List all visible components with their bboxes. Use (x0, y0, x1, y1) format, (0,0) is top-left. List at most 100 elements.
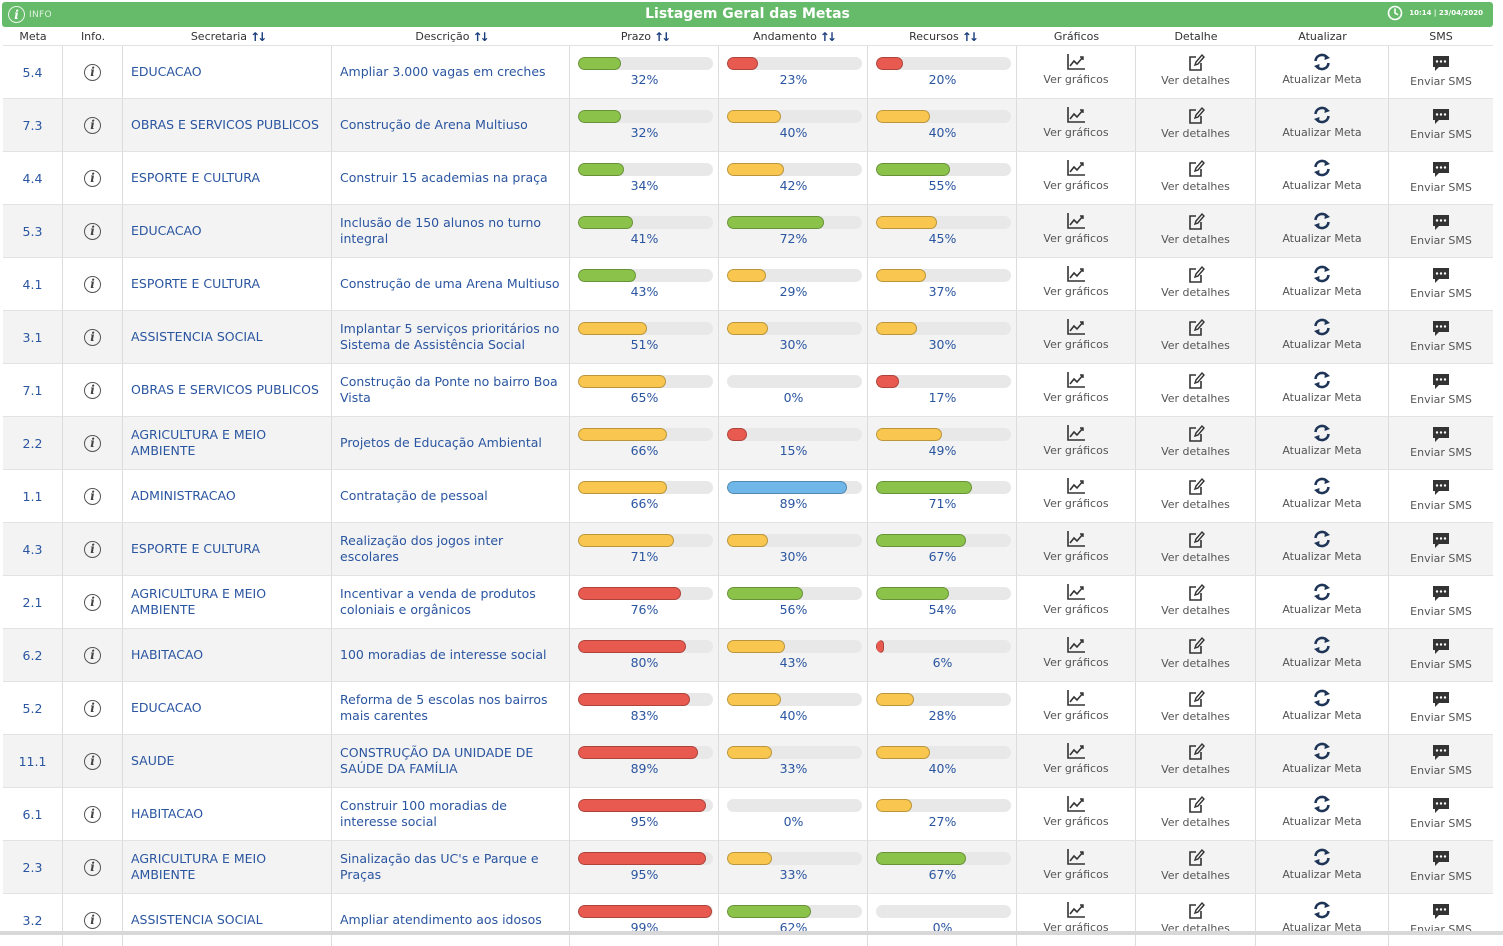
ver-detalhes-button[interactable]: Ver detalhes (1136, 53, 1255, 87)
enviar-sms-button[interactable]: Enviar SMS (1389, 159, 1493, 194)
info-icon[interactable]: i (84, 805, 101, 823)
atualizar-meta-button[interactable]: Atualizar Meta (1256, 583, 1388, 616)
enviar-sms-button[interactable]: Enviar SMS (1389, 795, 1493, 830)
enviar-sms-button[interactable]: Enviar SMS (1389, 318, 1493, 353)
info-badge[interactable]: i INFO (8, 4, 52, 25)
ver-detalhes-button[interactable]: Ver detalhes (1136, 477, 1255, 511)
info-icon[interactable]: i (84, 275, 101, 293)
ver-graficos-button[interactable]: Ver gráficos (1017, 530, 1135, 563)
ver-detalhes-button[interactable]: Ver detalhes (1136, 583, 1255, 617)
ver-detalhes-button[interactable]: Ver detalhes (1136, 159, 1255, 193)
ver-graficos-button[interactable]: Ver gráficos (1017, 53, 1135, 86)
atualizar-meta-button[interactable]: Atualizar Meta (1256, 742, 1388, 775)
ver-graficos-button[interactable]: Ver gráficos (1017, 689, 1135, 722)
ver-detalhes-button[interactable]: Ver detalhes (1136, 106, 1255, 140)
enviar-sms-button[interactable]: Enviar SMS (1389, 636, 1493, 671)
ver-graficos-button[interactable]: Ver gráficos (1017, 742, 1135, 775)
ver-graficos-button[interactable]: Ver gráficos (1017, 901, 1135, 934)
col-secretaria[interactable]: Secretaria ↑↓ (123, 28, 332, 45)
ver-detalhes-button[interactable]: Ver detalhes (1136, 901, 1255, 935)
ver-detalhes-button[interactable]: Ver detalhes (1136, 742, 1255, 776)
atualizar-meta-button[interactable]: Atualizar Meta (1256, 477, 1388, 510)
ver-graficos-button[interactable]: Ver gráficos (1017, 583, 1135, 616)
ver-detalhes-button[interactable]: Ver detalhes (1136, 636, 1255, 670)
atualizar-meta-button[interactable]: Atualizar Meta (1256, 636, 1388, 669)
enviar-sms-button[interactable]: Enviar SMS (1389, 689, 1493, 724)
info-icon[interactable]: i (84, 222, 101, 240)
enviar-sms-button[interactable]: Enviar SMS (1389, 424, 1493, 459)
atualizar-meta-button[interactable]: Atualizar Meta (1256, 318, 1388, 351)
enviar-sms-button[interactable]: Enviar SMS (1389, 848, 1493, 883)
ver-detalhes-button[interactable]: Ver detalhes (1136, 795, 1255, 829)
info-icon[interactable]: i (84, 116, 101, 134)
ver-graficos-button[interactable]: Ver gráficos (1017, 424, 1135, 457)
ver-graficos-button[interactable]: Ver gráficos (1017, 848, 1135, 881)
enviar-sms-label: Enviar SMS (1410, 340, 1472, 353)
ver-detalhes-button[interactable]: Ver detalhes (1136, 689, 1255, 723)
atualizar-meta-button[interactable]: Atualizar Meta (1256, 371, 1388, 404)
info-icon[interactable]: i (84, 328, 101, 346)
ver-graficos-button[interactable]: Ver gráficos (1017, 212, 1135, 245)
info-icon[interactable]: i (84, 911, 101, 929)
enviar-sms-button[interactable]: Enviar SMS (1389, 212, 1493, 247)
ver-graficos-button[interactable]: Ver gráficos (1017, 159, 1135, 192)
atualizar-meta-button[interactable]: Atualizar Meta (1256, 424, 1388, 457)
ver-detalhes-button[interactable]: Ver detalhes (1136, 424, 1255, 458)
ver-graficos-button[interactable]: Ver gráficos (1017, 477, 1135, 510)
sort-icon[interactable]: ↑↓ (654, 29, 671, 44)
enviar-sms-button[interactable]: Enviar SMS (1389, 265, 1493, 300)
info-icon[interactable]: i (84, 169, 101, 187)
info-icon[interactable]: i (84, 63, 101, 81)
atualizar-meta-button[interactable]: Atualizar Meta (1256, 848, 1388, 881)
ver-graficos-button[interactable]: Ver gráficos (1017, 371, 1135, 404)
info-icon[interactable]: i (84, 593, 101, 611)
ver-graficos-button[interactable]: Ver gráficos (1017, 106, 1135, 139)
info-icon[interactable]: i (84, 540, 101, 558)
ver-graficos-button[interactable]: Ver gráficos (1017, 265, 1135, 298)
enviar-sms-button[interactable]: Enviar SMS (1389, 583, 1493, 618)
info-icon[interactable]: i (84, 487, 101, 505)
ver-detalhes-button[interactable]: Ver detalhes (1136, 212, 1255, 246)
info-icon[interactable]: i (84, 646, 101, 664)
enviar-sms-button[interactable]: Enviar SMS (1389, 371, 1493, 406)
ver-graficos-button[interactable]: Ver gráficos (1017, 795, 1135, 828)
horizontal-scrollbar[interactable] (0, 931, 1503, 935)
andamento-cell: 29% (719, 258, 868, 310)
enviar-sms-button[interactable]: Enviar SMS (1389, 106, 1493, 141)
info-icon[interactable]: i (84, 381, 101, 399)
sort-icon[interactable]: ↑↓ (819, 29, 837, 44)
enviar-sms-button[interactable]: Enviar SMS (1389, 530, 1493, 565)
enviar-sms-button[interactable]: Enviar SMS (1389, 477, 1493, 512)
ver-detalhes-button[interactable]: Ver detalhes (1136, 371, 1255, 405)
col-descricao[interactable]: Descrição ↑↓ (332, 28, 570, 45)
atualizar-meta-button[interactable]: Atualizar Meta (1256, 530, 1388, 563)
enviar-sms-button[interactable]: Enviar SMS (1389, 53, 1493, 88)
ver-graficos-button[interactable]: Ver gráficos (1017, 318, 1135, 351)
ver-detalhes-button[interactable]: Ver detalhes (1136, 318, 1255, 352)
chat-bubble-icon (1433, 427, 1449, 442)
sort-icon[interactable]: ↑↓ (250, 29, 267, 44)
atualizar-meta-button[interactable]: Atualizar Meta (1256, 795, 1388, 828)
info-icon[interactable]: i (84, 752, 101, 770)
ver-graficos-button[interactable]: Ver gráficos (1017, 636, 1135, 669)
ver-detalhes-button[interactable]: Ver detalhes (1136, 848, 1255, 882)
col-prazo[interactable]: Prazo ↑↓ (570, 28, 719, 45)
atualizar-meta-button[interactable]: Atualizar Meta (1256, 159, 1388, 192)
col-recursos[interactable]: Recursos ↑↓ (868, 28, 1017, 45)
info-icon[interactable]: i (84, 858, 101, 876)
enviar-sms-button[interactable]: Enviar SMS (1389, 742, 1493, 777)
ver-detalhes-button[interactable]: Ver detalhes (1136, 265, 1255, 299)
atualizar-meta-button[interactable]: Atualizar Meta (1256, 212, 1388, 245)
atualizar-meta-button[interactable]: Atualizar Meta (1256, 901, 1388, 934)
sort-icon[interactable]: ↑↓ (961, 29, 979, 44)
sort-icon[interactable]: ↑↓ (472, 29, 490, 44)
atualizar-meta-button[interactable]: Atualizar Meta (1256, 265, 1388, 298)
info-icon[interactable]: i (84, 699, 101, 717)
atualizar-meta-button[interactable]: Atualizar Meta (1256, 53, 1388, 86)
atualizar-meta-button[interactable]: Atualizar Meta (1256, 106, 1388, 139)
info-icon[interactable]: i (84, 434, 101, 452)
col-andamento[interactable]: Andamento ↑↓ (719, 28, 868, 45)
ver-detalhes-button[interactable]: Ver detalhes (1136, 530, 1255, 564)
col-andamento-label: Andamento (753, 30, 817, 43)
atualizar-meta-button[interactable]: Atualizar Meta (1256, 689, 1388, 722)
